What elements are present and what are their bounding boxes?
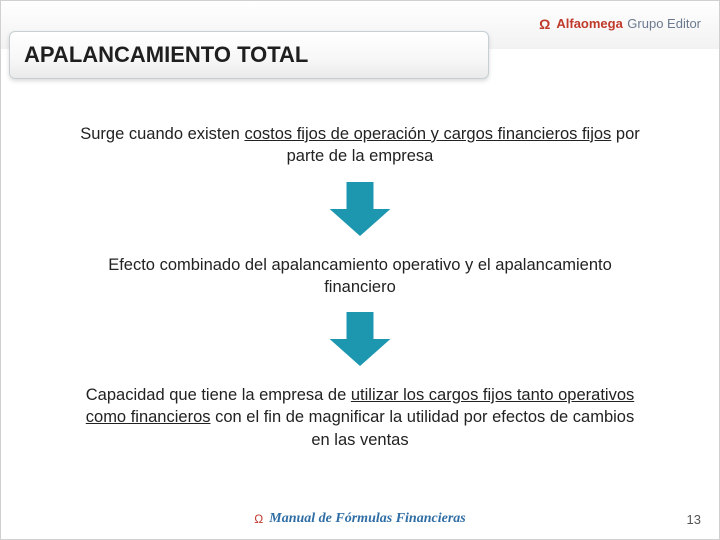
- paragraph-1: Surge cuando existen costos fijos de ope…: [80, 123, 640, 168]
- brand-sub: Grupo Editor: [627, 16, 701, 31]
- arrow-1-wrap: [324, 180, 396, 242]
- brand-logo-icon: Ω: [539, 16, 550, 32]
- down-arrow-icon: [324, 182, 396, 236]
- footer-logo-icon: Ω: [254, 512, 263, 526]
- page-number: 13: [687, 512, 701, 527]
- paragraph-1-underlined: costos fijos de operación y cargos finan…: [244, 125, 611, 143]
- arrow-2-wrap: [324, 310, 396, 372]
- footer-text: Manual de Fórmulas Financieras: [269, 511, 465, 527]
- paragraph-2: Efecto combinado del apalancamiento oper…: [80, 254, 640, 299]
- brand-name: Alfaomega: [556, 16, 622, 31]
- down-arrow-icon: [324, 312, 396, 366]
- paragraph-3-pre: Capacidad que tiene la empresa de: [86, 386, 351, 404]
- paragraph-1-pre: Surge cuando existen: [80, 125, 244, 143]
- slide-title: APALANCAMIENTO TOTAL: [24, 42, 308, 68]
- paragraph-3-post: con el fin de magnificar la utilidad por…: [211, 408, 635, 448]
- slide-title-bar: APALANCAMIENTO TOTAL: [9, 31, 489, 79]
- footer-brand: Ω Manual de Fórmulas Financieras: [254, 511, 465, 527]
- publisher-brand: Ω Alfaomega Grupo Editor: [539, 15, 701, 33]
- paragraph-3: Capacidad que tiene la empresa de utiliz…: [80, 384, 640, 451]
- slide-content: Surge cuando existen costos fijos de ope…: [1, 111, 719, 499]
